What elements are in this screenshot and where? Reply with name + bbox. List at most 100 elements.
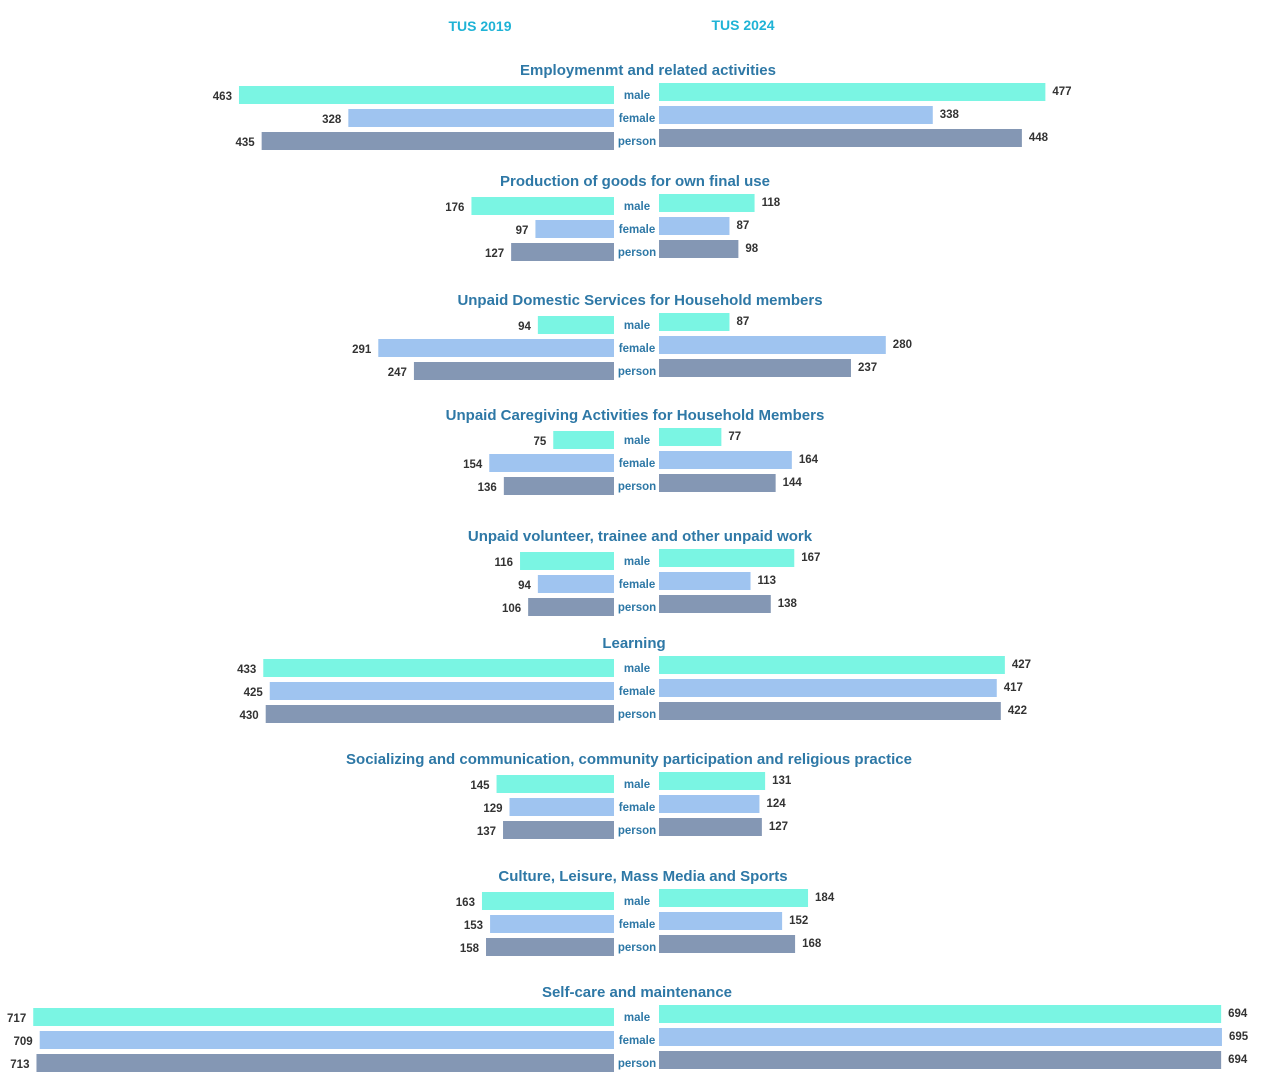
value-label-2024-female: 280 — [893, 339, 912, 351]
group-title: Unpaid Caregiving Activities for Househo… — [446, 407, 825, 424]
bar-2024-male — [659, 1005, 1222, 1023]
bar-2019-male — [263, 659, 614, 677]
value-label-2019-person: 158 — [460, 943, 480, 955]
value-label-2019-person: 435 — [235, 137, 255, 149]
bar-2019-person — [528, 598, 614, 616]
bar-2019-female — [535, 220, 614, 238]
value-label-2019-male: 717 — [7, 1013, 26, 1025]
value-label-2019-male: 176 — [445, 202, 464, 214]
category-label-person: person — [618, 709, 656, 721]
category-label-person: person — [618, 366, 656, 378]
bar-2024-male — [659, 549, 795, 567]
bar-2024-male — [659, 83, 1046, 101]
value-label-2024-female: 87 — [736, 220, 749, 232]
value-label-2024-female: 124 — [766, 798, 786, 810]
bar-2019-male — [520, 552, 614, 570]
value-label-2024-person: 127 — [769, 821, 788, 833]
bar-2024-female — [659, 106, 933, 124]
bar-2019-male — [481, 892, 614, 910]
bar-2019-female — [509, 798, 614, 816]
group-6: Socializing and communication, community… — [346, 751, 912, 839]
bar-2024-person — [659, 702, 1001, 720]
group-title: Employmenmt and related activities — [520, 62, 776, 79]
bar-2024-female — [659, 1028, 1222, 1046]
bar-2024-person — [659, 935, 796, 953]
bar-2024-male — [659, 428, 722, 446]
value-label-2019-female: 709 — [14, 1036, 33, 1048]
group-5: Learning male 433 427 female 425 417 person 430 4… — [237, 635, 1031, 723]
value-label-2019-female: 425 — [244, 687, 264, 699]
category-label-female: female — [619, 458, 655, 470]
category-label-male: male — [624, 320, 650, 332]
bar-2024-female — [659, 336, 886, 354]
value-label-2019-male: 145 — [470, 780, 490, 792]
category-label-male: male — [624, 1012, 650, 1024]
value-label-2024-person: 237 — [858, 362, 877, 374]
bar-2019-female — [489, 454, 614, 472]
value-label-2024-male: 118 — [762, 197, 781, 209]
bar-2019-male — [553, 431, 614, 449]
value-label-2024-person: 422 — [1008, 705, 1027, 717]
category-label-female: female — [619, 343, 655, 355]
value-label-2024-female: 164 — [799, 454, 819, 466]
category-label-male: male — [624, 201, 650, 213]
value-label-2019-person: 713 — [10, 1059, 29, 1071]
category-label-male: male — [624, 663, 650, 675]
category-label-person: person — [618, 481, 656, 493]
bar-2024-person — [659, 474, 776, 492]
value-label-2019-person: 430 — [240, 710, 259, 722]
category-label-person: person — [618, 136, 656, 148]
group-title: Self-care and maintenance — [542, 984, 732, 1001]
category-label-male: male — [624, 90, 650, 102]
bar-2019-person — [511, 243, 614, 261]
group-title: Production of goods for own final use — [500, 173, 770, 190]
value-label-2019-female: 154 — [463, 459, 483, 471]
value-label-2019-female: 328 — [322, 114, 342, 126]
value-label-2019-female: 129 — [483, 803, 502, 815]
value-label-2024-male: 131 — [772, 775, 792, 787]
bar-2024-male — [659, 772, 766, 790]
category-label-female: female — [619, 224, 655, 236]
value-label-2019-male: 75 — [533, 436, 546, 448]
bar-2024-male — [659, 194, 755, 212]
group-2: Unpaid Domestic Services for Household m… — [352, 292, 912, 380]
category-label-female: female — [619, 919, 655, 931]
category-label-female: female — [619, 802, 655, 814]
group-7: Culture, Leisure, Mass Media and Sports m… — [456, 868, 835, 956]
bar-2019-female — [269, 682, 614, 700]
value-label-2019-person: 137 — [477, 826, 496, 838]
value-label-2024-male: 477 — [1052, 86, 1071, 98]
group-title: Culture, Leisure, Mass Media and Sports — [498, 868, 787, 885]
value-label-2024-female: 152 — [789, 915, 808, 927]
bar-2024-male — [659, 889, 809, 907]
category-label-male: male — [624, 435, 650, 447]
value-label-2019-male: 94 — [518, 321, 531, 333]
value-label-2024-female: 113 — [758, 575, 777, 587]
bar-2024-male — [659, 656, 1005, 674]
value-label-2024-female: 417 — [1004, 682, 1023, 694]
bar-2019-female — [378, 339, 614, 357]
category-label-person: person — [618, 602, 656, 614]
bar-2019-person — [503, 821, 614, 839]
value-label-2024-person: 448 — [1029, 132, 1049, 144]
category-label-male: male — [624, 556, 650, 568]
bar-2019-male — [496, 775, 614, 793]
category-label-person: person — [618, 247, 656, 259]
value-label-2019-person: 106 — [502, 603, 521, 615]
bar-2024-person — [659, 240, 739, 258]
value-label-2019-person: 127 — [485, 248, 504, 260]
bar-2024-female — [659, 679, 997, 697]
chart-groups: Employmenmt and related activities male 46… — [7, 62, 1249, 1072]
bar-2024-person — [659, 595, 771, 613]
value-label-2019-female: 291 — [352, 344, 372, 356]
category-label-female: female — [619, 113, 655, 125]
bar-2019-person — [36, 1054, 615, 1072]
group-1: Production of goods for own final use mal… — [445, 173, 781, 261]
group-4: Unpaid volunteer, trainee and other unpa… — [468, 528, 820, 616]
value-label-2019-person: 136 — [478, 482, 497, 494]
value-label-2019-male: 163 — [456, 897, 475, 909]
bar-2019-person — [413, 362, 614, 380]
value-label-2019-person: 247 — [388, 367, 407, 379]
category-label-female: female — [619, 686, 655, 698]
value-label-2024-person: 168 — [802, 938, 822, 950]
